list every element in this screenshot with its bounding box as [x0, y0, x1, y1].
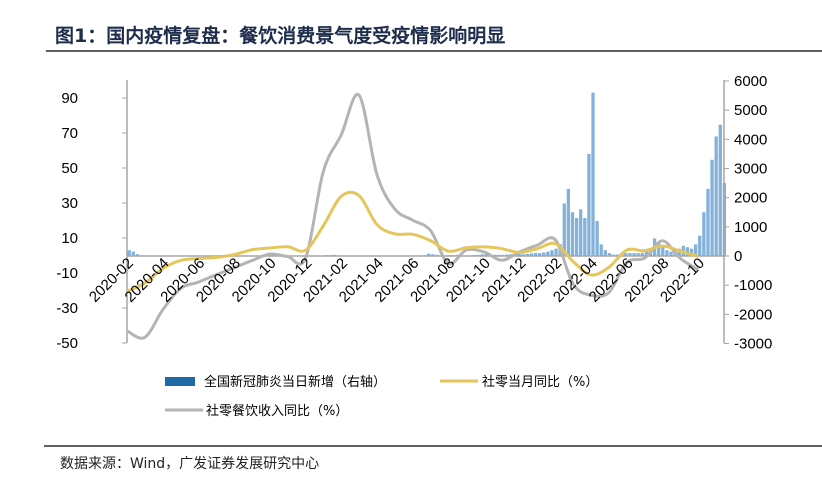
case-bar: [542, 252, 546, 256]
case-bar: [521, 254, 525, 256]
case-bar: [579, 209, 583, 256]
legend-label-catering: 社零餐饮收入同比（%）: [206, 403, 348, 419]
case-bar: [574, 218, 579, 256]
case-bar: [677, 248, 681, 256]
source-note: 数据来源：Wind，广发证券发展研究中心: [60, 456, 319, 472]
case-bar: [431, 254, 435, 256]
case-bar: [480, 254, 484, 256]
case-bar: [484, 254, 488, 256]
case-bar: [657, 241, 661, 256]
case-bar: [427, 253, 431, 256]
right-tick-label: 1000: [734, 219, 767, 236]
left-tick-label: -10: [56, 265, 78, 282]
case-bar: [529, 253, 534, 256]
case-bar: [698, 235, 702, 256]
case-bar: [669, 251, 673, 256]
line-series: [126, 93, 699, 340]
case-bar: [714, 136, 718, 256]
right-tick-label: 6000: [734, 73, 767, 90]
legend-label-retail: 社零当月同比（%）: [482, 374, 598, 390]
case-bar: [632, 253, 636, 256]
case-bar: [587, 153, 591, 256]
case-bar: [533, 253, 538, 256]
right-tick-label: -2000: [734, 306, 772, 323]
case-bar: [599, 244, 603, 256]
right-tick-label: -1000: [734, 277, 772, 294]
case-bar: [595, 221, 599, 256]
case-bar: [710, 159, 714, 256]
case-bar: [693, 244, 698, 256]
catering-yoy-line: [126, 93, 699, 340]
figure-title: 图1：国内疫情复盘：餐饮消费景气度受疫情影响明显: [55, 24, 505, 47]
case-bar: [550, 250, 554, 256]
case-bar: [517, 253, 521, 256]
right-tick-label: 0: [734, 248, 742, 265]
case-bar: [661, 247, 665, 256]
left-tick-label: -50: [56, 335, 78, 352]
retail-yoy-line: [126, 190, 699, 293]
case-bar: [689, 248, 694, 256]
case-bar: [624, 253, 628, 256]
case-bar: [591, 92, 595, 257]
left-tick-label: 30: [61, 195, 78, 212]
case-bar: [628, 253, 632, 256]
right-tick-label: 2000: [734, 190, 767, 207]
case-bar: [718, 124, 722, 256]
case-bar: [546, 251, 550, 256]
case-bar: [135, 254, 140, 256]
case-bar: [554, 248, 558, 256]
right-tick-label: -3000: [734, 336, 772, 353]
case-bar: [603, 250, 607, 256]
case-bar: [702, 212, 706, 256]
case-bar: [685, 247, 690, 256]
case-bar: [562, 203, 566, 256]
case-bar: [566, 188, 571, 256]
case-bar: [583, 218, 587, 256]
left-tick-label: -30: [56, 300, 78, 317]
left-tick-label: 90: [61, 90, 78, 107]
bar-series-cases: [127, 92, 727, 257]
case-bar: [131, 251, 135, 256]
case-bar: [640, 253, 644, 256]
case-bar: [665, 250, 669, 256]
right-tick-label: 4000: [734, 131, 767, 148]
case-bar: [607, 253, 612, 256]
case-bar: [127, 250, 131, 256]
case-bar: [538, 253, 542, 256]
right-tick-label: 3000: [734, 161, 767, 178]
case-bar: [525, 253, 529, 256]
axes: 90 70 50 30 10 -10 -30 -50 6000 5000 4000 3000 2000 1…: [56, 73, 772, 353]
left-tick-label: 70: [61, 125, 78, 142]
right-tick-label: 5000: [734, 102, 767, 119]
case-bar: [636, 253, 640, 256]
case-bar: [570, 212, 575, 256]
left-tick-label: 10: [61, 230, 78, 247]
legend: 全国新冠肺炎当日新增（右轴） 社零当月同比（%） 社零餐饮收入同比（%）: [165, 374, 598, 419]
left-tick-label: 50: [61, 160, 78, 177]
case-bar: [706, 188, 710, 256]
case-bar: [644, 251, 649, 256]
legend-label-cases: 全国新冠肺炎当日新增（右轴）: [204, 374, 386, 390]
legend-swatch-cases: [165, 377, 195, 386]
